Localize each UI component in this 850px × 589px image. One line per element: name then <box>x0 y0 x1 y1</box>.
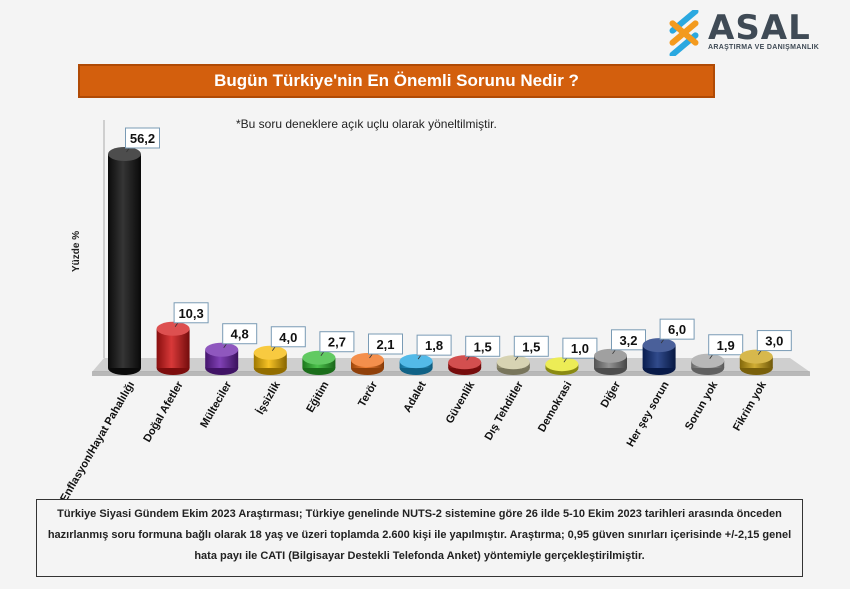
bar-top-11 <box>642 338 676 353</box>
bar-top-4 <box>302 350 336 365</box>
bar-top-12 <box>691 353 725 368</box>
category-label-12: Sorun yok <box>683 379 721 432</box>
bar-chart: 56,2 Enflasyon/Hayat Pahalılığı 10,3 Doğal … <box>58 120 810 501</box>
value-label-11: 6,0 <box>668 322 686 337</box>
value-label-10: 3,2 <box>619 333 637 348</box>
value-label-box-0 <box>125 127 160 149</box>
value-label-4: 2,7 <box>328 335 346 350</box>
value-label-box-10 <box>611 329 646 351</box>
category-label-11: Her şey sorun <box>625 379 672 449</box>
value-label-box-11 <box>659 318 695 340</box>
category-label-4: Eğitim <box>304 379 331 414</box>
brand-name: ASAL <box>708 8 811 48</box>
value-label-1: 10,3 <box>178 306 203 321</box>
brand-tagline: ARAŞTIRMA VE DANIŞMANLIK <box>708 44 820 51</box>
value-label-6: 1,8 <box>425 338 443 353</box>
value-label-box-8 <box>513 335 549 357</box>
bar-top-3 <box>253 345 287 360</box>
value-label-2: 4,8 <box>231 327 249 342</box>
bar-top-8 <box>496 355 530 370</box>
bar-0 <box>108 154 141 368</box>
bar-top-9 <box>545 357 579 372</box>
value-label-0: 56,2 <box>130 131 155 146</box>
value-label-8: 1,5 <box>522 339 540 354</box>
category-label-1: Doğal Afetler <box>141 379 186 445</box>
bar-top-0 <box>108 147 141 161</box>
category-label-2: Mülteciler <box>198 379 234 430</box>
value-label-box-2 <box>222 323 258 345</box>
value-label-box-7 <box>465 335 501 357</box>
value-label-box-6 <box>416 334 452 356</box>
value-label-box-5 <box>368 333 403 355</box>
category-label-10: Diğer <box>599 379 624 410</box>
category-label-8: Dış Tehditler <box>483 379 527 443</box>
bar-top-13 <box>739 349 773 364</box>
methodology-note: Türkiye Siyasi Gündem Ekim 2023 Araştırm… <box>36 499 803 577</box>
value-label-box-1 <box>173 302 209 324</box>
category-label-9: Demokrasi <box>536 380 575 435</box>
value-label-box-3 <box>270 326 306 348</box>
value-label-box-13 <box>756 330 792 352</box>
category-label-13: Fikrim yok <box>731 379 769 433</box>
chart-title: Bugün Türkiye'nin En Önemli Sorunu Nedir… <box>78 64 715 98</box>
category-label-7: Güvenlik <box>444 379 478 426</box>
category-label-5: Terör <box>356 379 380 409</box>
value-label-box-12 <box>708 334 744 356</box>
bar-top-1 <box>156 321 190 336</box>
asal-logo-icon <box>669 10 699 56</box>
bar-top-6 <box>399 354 433 369</box>
value-label-9: 1,0 <box>571 341 589 356</box>
value-label-box-9 <box>562 337 598 359</box>
bar-top-7 <box>448 355 482 370</box>
chart-subtitle: *Bu soru deneklere açık uçlu olarak yöne… <box>236 117 497 131</box>
value-label-13: 3,0 <box>765 334 783 349</box>
bar-top-10 <box>594 348 627 363</box>
category-label-0: Enflasyon/Hayat Pahalılığı <box>58 380 137 501</box>
value-label-5: 2,1 <box>376 337 394 352</box>
value-label-box-4 <box>319 331 355 353</box>
category-label-6: Adalet <box>401 379 428 414</box>
value-label-7: 1,5 <box>474 339 492 354</box>
bar-top-2 <box>205 342 239 357</box>
category-label-3: İşsizlik <box>254 378 284 417</box>
value-label-3: 4,0 <box>279 330 297 345</box>
value-label-12: 1,9 <box>717 338 735 353</box>
bar-top-5 <box>351 353 384 368</box>
